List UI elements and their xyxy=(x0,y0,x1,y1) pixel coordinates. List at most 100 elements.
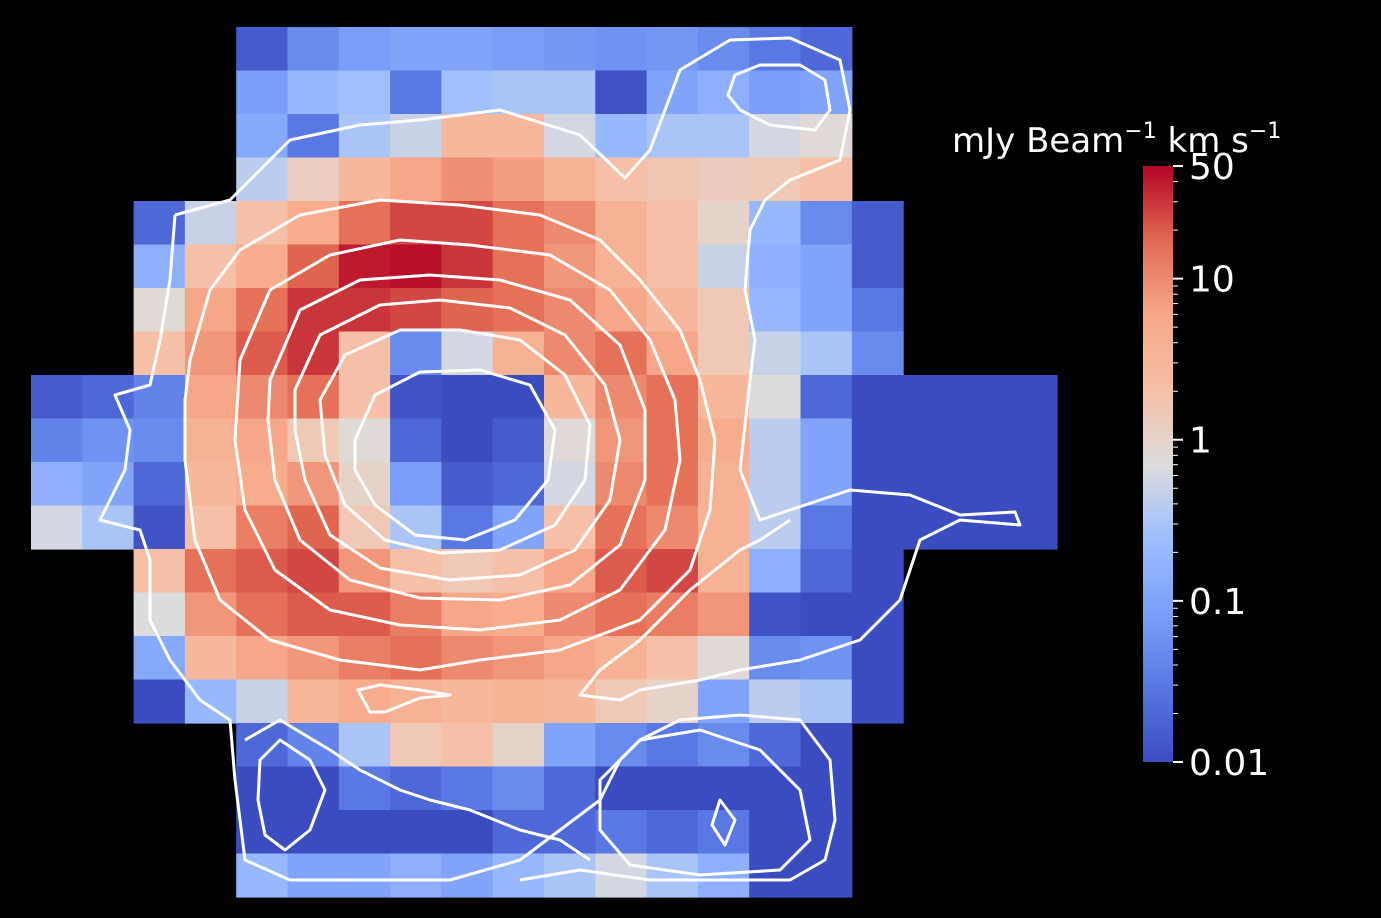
heatmap-cell xyxy=(338,723,391,768)
heatmap-cell xyxy=(595,462,648,507)
contour-level-6 xyxy=(318,328,592,555)
heatmap-cell xyxy=(390,592,442,637)
heatmap-cell xyxy=(749,331,802,376)
heatmap-cell xyxy=(800,462,853,507)
heatmap-cell xyxy=(31,462,83,507)
heatmap-cell xyxy=(441,288,494,333)
heatmap-cell xyxy=(749,288,802,333)
heatmap-cell xyxy=(492,157,545,202)
heatmap-cell xyxy=(184,592,237,637)
heatmap-cell xyxy=(236,766,289,811)
heatmap-cell xyxy=(749,766,802,811)
heatmap-cell xyxy=(646,157,699,202)
heatmap-cell xyxy=(903,418,955,463)
contour-low-right xyxy=(598,728,812,877)
heatmap-cell xyxy=(595,201,648,246)
contour-low-left-outer xyxy=(244,718,591,862)
heatmap-cell xyxy=(184,549,237,594)
contour-level-2 xyxy=(183,198,717,672)
heatmap-cell xyxy=(1005,418,1058,463)
colorbar xyxy=(1143,166,1173,762)
heatmap-cell xyxy=(697,244,750,289)
heatmap-cell xyxy=(236,331,289,376)
colorbar-label: mJy Beam−1 km s−1 xyxy=(952,119,1281,161)
heatmap-cell xyxy=(595,157,648,202)
heatmap-cell xyxy=(492,679,545,724)
heatmap-cell xyxy=(595,810,648,855)
heatmap-cell xyxy=(236,27,289,72)
heatmap-cell xyxy=(749,70,802,115)
heatmap-cell xyxy=(236,375,289,420)
heatmap-cell xyxy=(184,375,237,420)
contour-low-right-small xyxy=(710,798,737,847)
heatmap-cell xyxy=(697,114,750,159)
heatmap-cell xyxy=(236,157,289,202)
colorbar-tick-label: 0.01 xyxy=(1189,743,1269,784)
heatmap-cell xyxy=(390,331,442,376)
heatmap-cell xyxy=(31,418,83,463)
heatmap-cell xyxy=(646,636,699,681)
heatmap-cell xyxy=(749,592,802,637)
heatmap-cell xyxy=(338,505,391,550)
heatmap-cell xyxy=(133,462,186,507)
heatmap-cell xyxy=(800,505,853,550)
heatmap-cell xyxy=(338,853,391,898)
heatmap-cell xyxy=(133,418,186,463)
heatmap-cell xyxy=(544,157,596,202)
heatmap-cell xyxy=(133,636,186,681)
heatmap-cell xyxy=(133,505,186,550)
heatmap-cell xyxy=(697,70,750,115)
heatmap-cell xyxy=(851,331,904,376)
heatmap-cell xyxy=(441,418,494,463)
contour-level-1b xyxy=(98,214,837,882)
contour-inner-small xyxy=(356,683,452,714)
heatmap-cell xyxy=(441,331,494,376)
heatmap-cell xyxy=(851,505,904,550)
heatmap-cell xyxy=(749,418,802,463)
heatmap-cell xyxy=(236,592,289,637)
heatmap-cell xyxy=(441,462,494,507)
heatmap-cell xyxy=(441,766,494,811)
heatmap-cell xyxy=(441,375,494,420)
heatmap-cell xyxy=(851,288,904,333)
heatmap-cell xyxy=(646,810,699,855)
heatmap-cell xyxy=(544,331,596,376)
heatmap-cell xyxy=(544,70,596,115)
colorbar-tick-label: 1 xyxy=(1189,421,1212,462)
heatmap-cell xyxy=(338,288,391,333)
heatmap-cell xyxy=(492,766,545,811)
heatmap-cell xyxy=(646,853,699,898)
heatmap-cell xyxy=(338,549,391,594)
heatmap-cell xyxy=(749,462,802,507)
heatmap-cell xyxy=(184,288,237,333)
contour-low-left xyxy=(256,738,327,852)
heatmap-cell xyxy=(1005,375,1058,420)
heatmap-cell xyxy=(646,592,699,637)
heatmap-cell xyxy=(184,679,237,724)
heatmap-cell xyxy=(800,288,853,333)
heatmap-cell xyxy=(646,201,699,246)
heatmap-cell xyxy=(544,27,596,72)
heatmap-cell xyxy=(492,418,545,463)
heatmap-cell xyxy=(1005,462,1058,507)
heatmap-cell xyxy=(851,549,904,594)
heatmap-cell xyxy=(544,636,596,681)
heatmap-cell xyxy=(697,505,750,550)
contour-level-1c xyxy=(726,63,832,132)
heatmap-cell xyxy=(441,723,494,768)
heatmap-cell xyxy=(133,201,186,246)
heatmap-cell xyxy=(954,462,1007,507)
contour-level-3 xyxy=(233,238,682,632)
heatmap-cell xyxy=(390,853,442,898)
heatmap-cell xyxy=(697,201,750,246)
heatmap-cell xyxy=(82,375,135,420)
heatmap-cell xyxy=(800,244,853,289)
heatmap-cell xyxy=(338,114,391,159)
heatmap-cell xyxy=(749,810,802,855)
heatmap-cell xyxy=(390,418,442,463)
heatmap-cell xyxy=(646,244,699,289)
heatmap-cell xyxy=(697,331,750,376)
heatmap-cell xyxy=(133,549,186,594)
heatmap-cell xyxy=(800,27,853,72)
heatmap-cell xyxy=(800,853,853,898)
